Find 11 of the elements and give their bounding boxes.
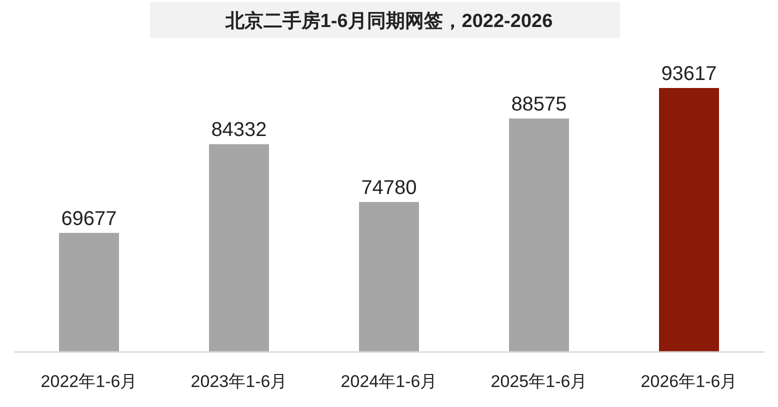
data-label: 93617 xyxy=(661,63,717,85)
chart-title: 北京二手房1-6月同期网签，2022-2026 xyxy=(224,10,553,32)
data-label: 74780 xyxy=(361,177,417,200)
x-tick-label: 2025年1-6月 xyxy=(490,372,588,391)
data-label: 84332 xyxy=(211,119,267,142)
x-tick-label: 2023年1-6月 xyxy=(190,372,288,391)
data-label: 69677 xyxy=(61,208,117,230)
x-tick-label: 2022年1-6月 xyxy=(40,372,138,391)
x-tick-label: 2024年1-6月 xyxy=(340,372,438,391)
x-tick-label: 2026年1-6月 xyxy=(640,372,738,391)
data-label: 88575 xyxy=(511,94,567,116)
